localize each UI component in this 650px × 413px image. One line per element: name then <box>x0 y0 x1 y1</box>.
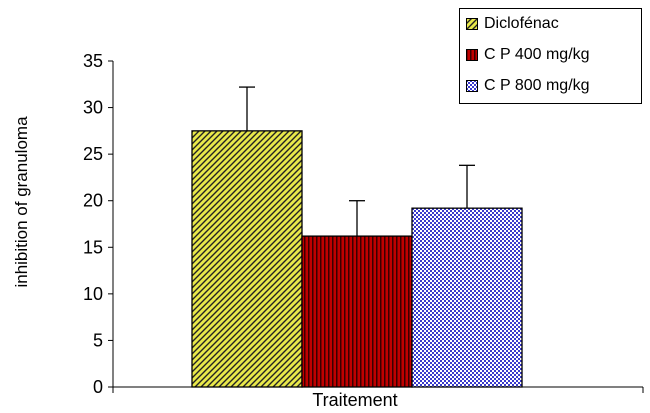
y-axis-label: inhibition of granuloma <box>12 52 32 352</box>
bar <box>412 208 522 387</box>
y-tick-label: 0 <box>93 377 103 397</box>
bars <box>192 87 522 387</box>
legend-label: Diclofénac <box>484 15 559 33</box>
bar <box>192 131 302 387</box>
y-tick-label: 25 <box>83 144 103 164</box>
x-axis-label: Traitement <box>190 390 520 411</box>
legend-swatch-diclofenac <box>466 18 478 30</box>
bar <box>302 236 412 387</box>
legend-item-diclofenac: Diclofénac <box>466 13 559 35</box>
legend-swatch-cp800 <box>466 80 478 92</box>
legend: Diclofénac C P 400 mg/kg C P 800 mg/kg <box>459 8 642 104</box>
legend-label: C P 400 mg/kg <box>484 46 590 64</box>
y-tick-label: 35 <box>83 51 103 71</box>
y-tick-label: 5 <box>93 330 103 350</box>
legend-swatch-cp400 <box>466 49 478 61</box>
y-tick-label: 30 <box>83 98 103 118</box>
y-tick-label: 20 <box>83 191 103 211</box>
legend-item-cp400: C P 400 mg/kg <box>466 44 590 66</box>
legend-label: C P 800 mg/kg <box>484 77 590 95</box>
y-tick-label: 15 <box>83 237 103 257</box>
legend-item-cp800: C P 800 mg/kg <box>466 75 590 97</box>
y-tick-label: 10 <box>83 284 103 304</box>
